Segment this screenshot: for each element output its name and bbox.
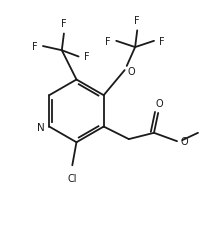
Text: F: F	[105, 37, 111, 47]
Text: F: F	[84, 52, 90, 62]
Text: F: F	[32, 42, 38, 52]
Text: F: F	[61, 19, 67, 29]
Text: F: F	[159, 37, 165, 47]
Text: F: F	[134, 16, 140, 26]
Text: O: O	[155, 98, 163, 108]
Text: N: N	[37, 122, 45, 132]
Text: Cl: Cl	[68, 173, 77, 183]
Text: O: O	[180, 136, 188, 147]
Text: O: O	[128, 67, 136, 77]
